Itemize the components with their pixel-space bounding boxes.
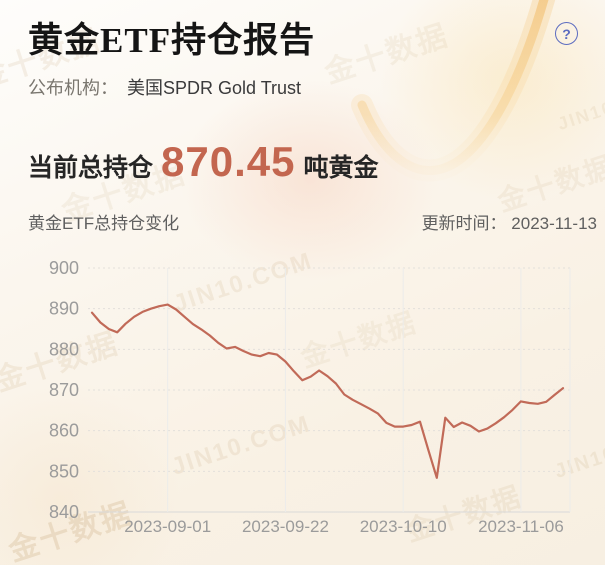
svg-text:2023-09-22: 2023-09-22 <box>242 517 329 536</box>
holdings-prefix: 当前总持仓 <box>28 154 154 182</box>
holdings-series-line <box>90 303 565 479</box>
publisher-label: 公布机构： <box>28 78 118 98</box>
svg-text:880: 880 <box>49 339 79 359</box>
update-time: 更新时间： 2023-11-13 <box>422 209 597 234</box>
chart-title: 黄金ETF总持仓变化 <box>28 214 180 233</box>
chart-meta-row: 黄金ETF总持仓变化 更新时间： 2023-11-13 <box>28 209 597 234</box>
grid-lines <box>88 267 571 513</box>
holdings-value: 870.45 <box>161 138 296 185</box>
svg-text:2023-11-06: 2023-11-06 <box>478 517 564 536</box>
svg-text:860: 860 <box>49 421 79 441</box>
svg-text:840: 840 <box>49 502 79 522</box>
svg-text:2023-09-01: 2023-09-01 <box>124 517 211 536</box>
update-time-label: 更新时间： <box>421 214 507 233</box>
holdings-suffix: 吨黄金 <box>303 154 379 182</box>
y-axis-labels: 840 850 860 870 880 890 900 <box>49 258 79 522</box>
page-title: 黄金ETF持仓报告 <box>28 21 316 60</box>
svg-text:870: 870 <box>49 380 79 400</box>
svg-text:850: 850 <box>49 461 79 481</box>
x-axis-labels: 2023-09-01 2023-09-22 2023-10-10 2023-11-06 <box>124 517 564 536</box>
publisher-value: 美国SPDR Gold Trust <box>127 78 302 98</box>
svg-text:890: 890 <box>49 299 79 319</box>
help-icon[interactable]: ? <box>555 22 578 45</box>
holdings-line-chart[interactable]: 840 850 860 870 880 890 900 2023-09-01 2023-09-2… <box>0 255 605 565</box>
update-time-date: 2023-11-13 <box>511 214 597 233</box>
publisher-row: 公布机构： 美国SPDR Gold Trust <box>28 74 301 100</box>
current-holdings: 当前总持仓 870.45 吨黄金 <box>28 138 379 186</box>
svg-text:900: 900 <box>49 258 79 278</box>
svg-text:2023-10-10: 2023-10-10 <box>360 517 447 536</box>
watermark-text: JIN10.COM <box>555 80 605 135</box>
watermark-text: 金十数据 <box>320 19 453 90</box>
